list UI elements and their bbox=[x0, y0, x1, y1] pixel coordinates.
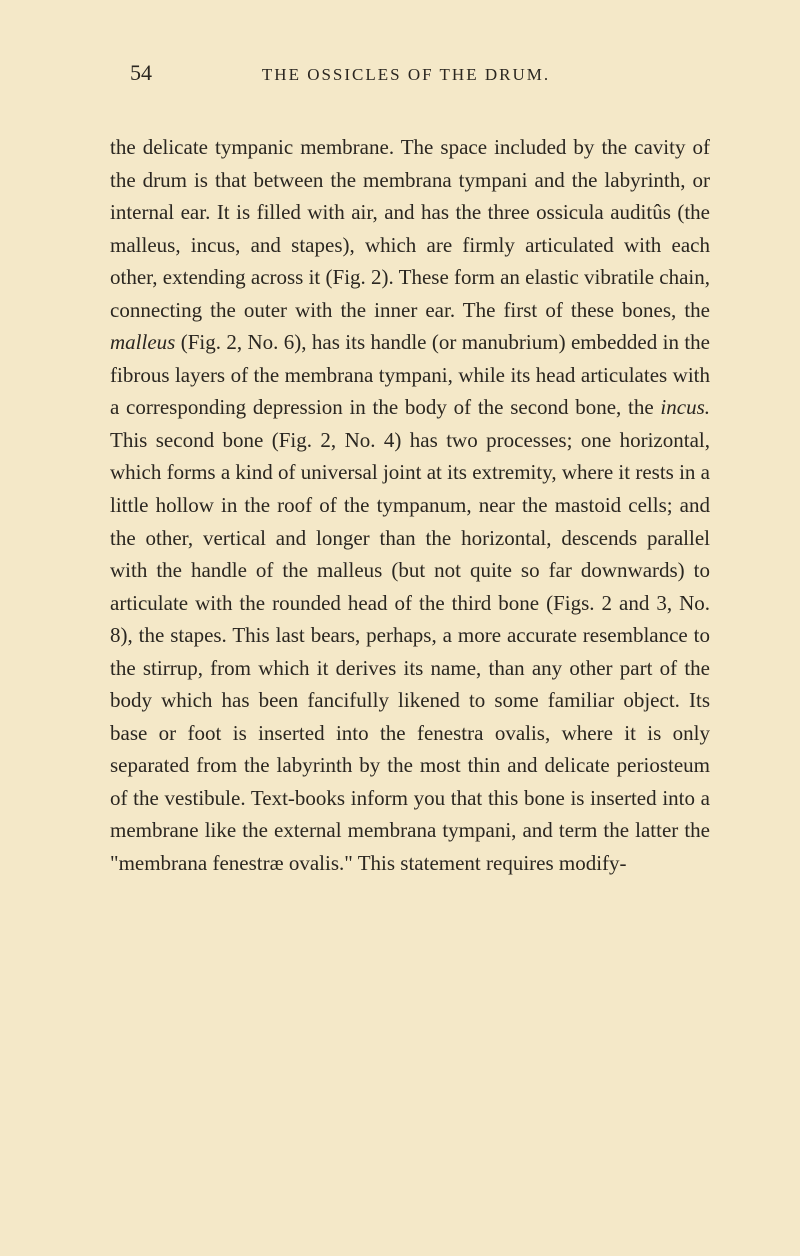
italic-text: malleus bbox=[110, 330, 175, 354]
body-text: the delicate tympanic membrane. The spac… bbox=[110, 131, 710, 880]
page-number: 54 bbox=[130, 60, 152, 86]
paragraph: the delicate tympanic membrane. The spac… bbox=[110, 131, 710, 880]
body-segment: (Fig. 2, No. 6), has its handle (or manu… bbox=[110, 330, 710, 419]
italic-text: incus. bbox=[660, 395, 710, 419]
body-segment: the delicate tympanic membrane. The spac… bbox=[110, 135, 710, 322]
body-segment: This second bone (Fig. 2, No. 4) has two… bbox=[110, 428, 710, 875]
running-title: THE OSSICLES OF THE DRUM. bbox=[152, 65, 660, 85]
page-header: 54 THE OSSICLES OF THE DRUM. bbox=[110, 60, 710, 86]
